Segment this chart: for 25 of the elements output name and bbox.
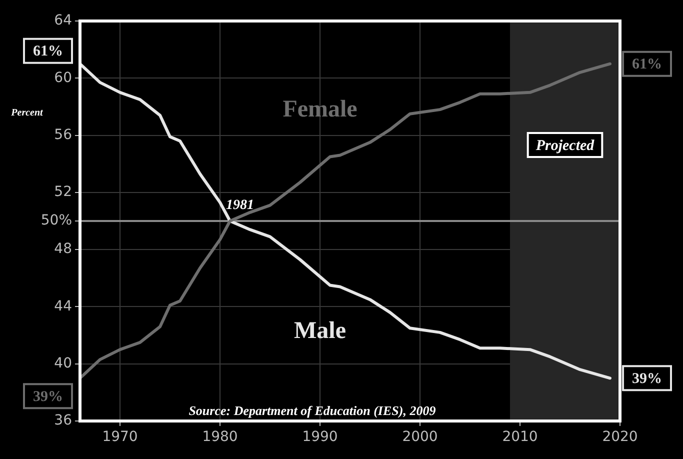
annotation: 1981 bbox=[226, 198, 254, 213]
band-label: Projected bbox=[536, 138, 595, 154]
y-tick-label: 56 bbox=[54, 126, 72, 143]
x-tick-label: 1990 bbox=[302, 429, 338, 446]
y-tick-label: 52 bbox=[54, 184, 72, 200]
annotation: 39% bbox=[33, 389, 63, 406]
y-axis-title: Percent bbox=[11, 108, 44, 119]
x-tick-label: 1980 bbox=[202, 429, 238, 446]
annotation: 61% bbox=[33, 44, 63, 60]
x-tick-label: 1970 bbox=[102, 429, 138, 446]
annotation: 61% bbox=[632, 56, 662, 73]
x-tick-label: 2020 bbox=[602, 429, 638, 446]
y-tick-label: 44 bbox=[54, 298, 72, 314]
annotation: 39% bbox=[632, 371, 662, 388]
y-tick-label: 64 bbox=[54, 12, 72, 29]
x-tick-label: 2010 bbox=[502, 429, 538, 446]
x-tick-label: 2000 bbox=[402, 429, 438, 446]
series-label: Female bbox=[282, 96, 358, 122]
series-label: Male bbox=[294, 318, 346, 344]
y-tick-label: 36 bbox=[54, 412, 72, 429]
y-tick-label: 40 bbox=[54, 356, 72, 372]
y-tick-label: 60 bbox=[54, 70, 72, 86]
annotation: Source: Department of Education (IES), 2009 bbox=[188, 403, 436, 418]
y-tick-label: 50% bbox=[40, 212, 72, 229]
y-tick-label: 48 bbox=[54, 241, 72, 258]
